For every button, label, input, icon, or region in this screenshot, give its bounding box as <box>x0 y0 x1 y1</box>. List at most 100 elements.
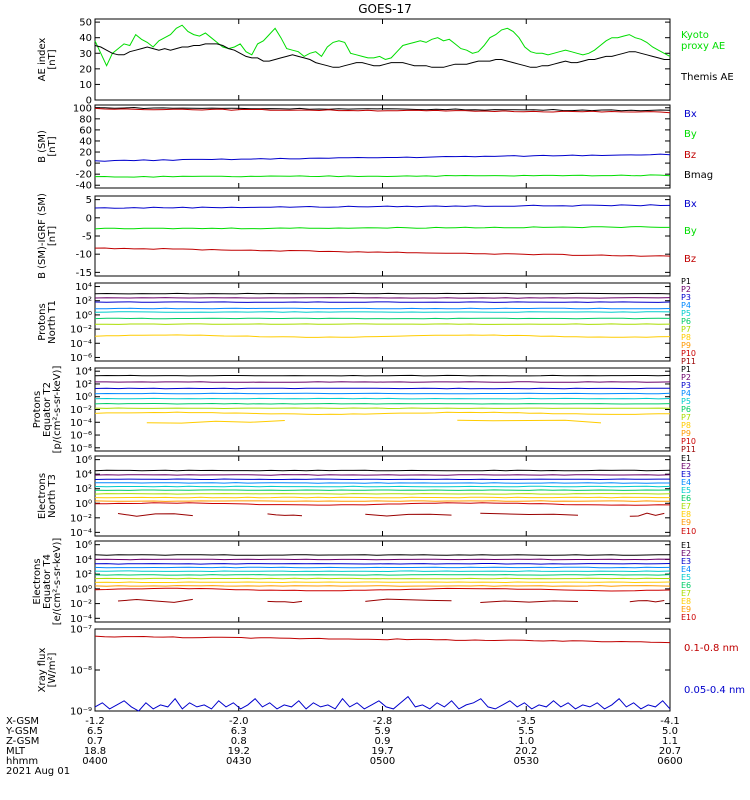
orbit-row-label: hhmm <box>6 756 38 767</box>
y-tick-label: 10⁻⁷ <box>70 625 92 636</box>
legend-entry: P2 <box>681 373 691 382</box>
flux-channel-line <box>94 502 671 506</box>
legend-entry: E4 <box>681 478 691 487</box>
y-axis-label: [nT] <box>47 49 58 69</box>
legend-entry: P3 <box>681 381 691 390</box>
y-tick-label: 10⁻⁴ <box>70 528 92 539</box>
legend-entry: E6 <box>681 494 691 503</box>
legend-entry: P11 <box>681 445 696 454</box>
flux-channel-line <box>94 402 671 405</box>
flux-channel-line <box>94 292 671 295</box>
flux-channel-line <box>94 489 671 491</box>
y-tick-label: 100 <box>73 103 92 114</box>
legend-entry: E6 <box>681 581 691 590</box>
orbit-value: 0530 <box>514 756 539 767</box>
legend-entry: Bz <box>684 150 696 161</box>
legend-entry: Themis AE <box>680 72 734 83</box>
series-line <box>94 153 671 162</box>
flux-channel-line <box>94 574 671 576</box>
orbit-value: 5.5 <box>518 726 534 737</box>
sparse-fragment <box>457 419 602 424</box>
y-tick-label: 10² <box>75 379 92 390</box>
sparse-fragment <box>117 513 193 517</box>
sparse-fragment <box>629 600 665 603</box>
y-axis-label: Protons <box>37 303 48 340</box>
legend-entry: proxy AE <box>681 41 725 52</box>
flux-channel-line <box>94 563 671 565</box>
y-axis-label: Xray flux <box>37 648 48 693</box>
orbit-value: -2.8 <box>373 716 393 727</box>
y-axis-label: North T3 <box>47 474 58 518</box>
y-tick-label: 10⁻⁴ <box>70 614 92 625</box>
legend-entry: E1 <box>681 541 691 550</box>
y-tick-label: -40 <box>76 181 92 192</box>
y-tick-label: 10⁻² <box>70 325 92 336</box>
y-axis-label: Equator T2 <box>42 382 53 437</box>
legend-entry: By <box>684 226 697 237</box>
legend-entry: E9 <box>681 518 691 527</box>
flux-channel-line <box>94 374 671 377</box>
legend-entry: P4 <box>681 389 691 398</box>
legend-entry: P9 <box>681 341 691 350</box>
orbit-value: 6.3 <box>231 726 247 737</box>
legend-entry: P7 <box>681 413 691 422</box>
y-tick-label: -20 <box>76 170 92 181</box>
legend-entry: Bx <box>684 199 697 210</box>
sparse-fragment <box>267 513 303 517</box>
legend-entry: P6 <box>681 405 691 414</box>
y-tick-label: 10⁻⁸ <box>70 666 92 677</box>
legend-entry: E10 <box>681 613 696 622</box>
y-tick-label: 10⁶ <box>75 455 92 466</box>
y-tick-label: 40 <box>79 33 92 44</box>
series-line <box>95 106 671 112</box>
flux-channel-line <box>94 558 671 561</box>
series-line <box>94 226 670 230</box>
legend-entry: E2 <box>681 549 691 558</box>
series-line <box>94 204 671 209</box>
orbit-row-label: MLT <box>6 746 26 757</box>
flux-channel-line <box>94 317 671 320</box>
y-axis-label: Electrons <box>32 558 43 604</box>
flux-channel-line <box>94 301 671 303</box>
legend-entry: P7 <box>681 325 691 334</box>
sparse-fragment <box>365 598 452 602</box>
y-axis-label: B (SM)-IGRF (SM) <box>37 193 48 279</box>
legend-entry: E8 <box>681 597 691 606</box>
y-tick-label: 0 <box>86 213 92 224</box>
flux-channel-line <box>95 381 671 383</box>
legend-entry: P2 <box>681 285 691 294</box>
sparse-fragment <box>365 513 452 517</box>
flux-channel-line <box>94 474 671 476</box>
orbit-value: 18.8 <box>84 746 106 757</box>
flux-channel-line <box>94 485 671 488</box>
legend-entry: 0.1-0.8 nm <box>684 643 739 654</box>
sparse-fragment <box>480 600 579 603</box>
flux-channel-line <box>94 397 671 400</box>
panel-bigrf: -15 -10 -5 0 5 B (SM)-IGRF (SM) [nT] Bx By Bz <box>37 193 697 279</box>
flux-channel-line <box>94 478 670 481</box>
orbit-value: 20.2 <box>515 746 537 757</box>
legend-entry: E5 <box>681 486 691 495</box>
y-tick-label: -5 <box>82 232 92 243</box>
legend-entry: E3 <box>681 470 691 479</box>
y-tick-label: 10⁻⁴ <box>70 339 92 350</box>
flux-channel-line <box>94 387 671 390</box>
series-line <box>94 107 671 114</box>
flux-channel-line <box>94 581 671 584</box>
legend-entry: P1 <box>681 365 691 374</box>
legend-entry: P5 <box>681 309 691 318</box>
legend-entry: E7 <box>681 502 691 511</box>
y-tick-label: 10⁴ <box>75 367 92 378</box>
flux-channel-line <box>94 566 671 569</box>
y-axis-label: AE index <box>37 38 48 82</box>
legend-entry: E9 <box>681 605 691 614</box>
y-tick-label: 5 <box>86 195 92 206</box>
series-line <box>94 247 671 257</box>
flux-channel-line <box>94 493 671 495</box>
y-tick-label: 10⁰ <box>75 584 92 595</box>
legend-entry: P3 <box>681 293 691 302</box>
orbit-row-label: Z-GSM <box>6 736 39 747</box>
